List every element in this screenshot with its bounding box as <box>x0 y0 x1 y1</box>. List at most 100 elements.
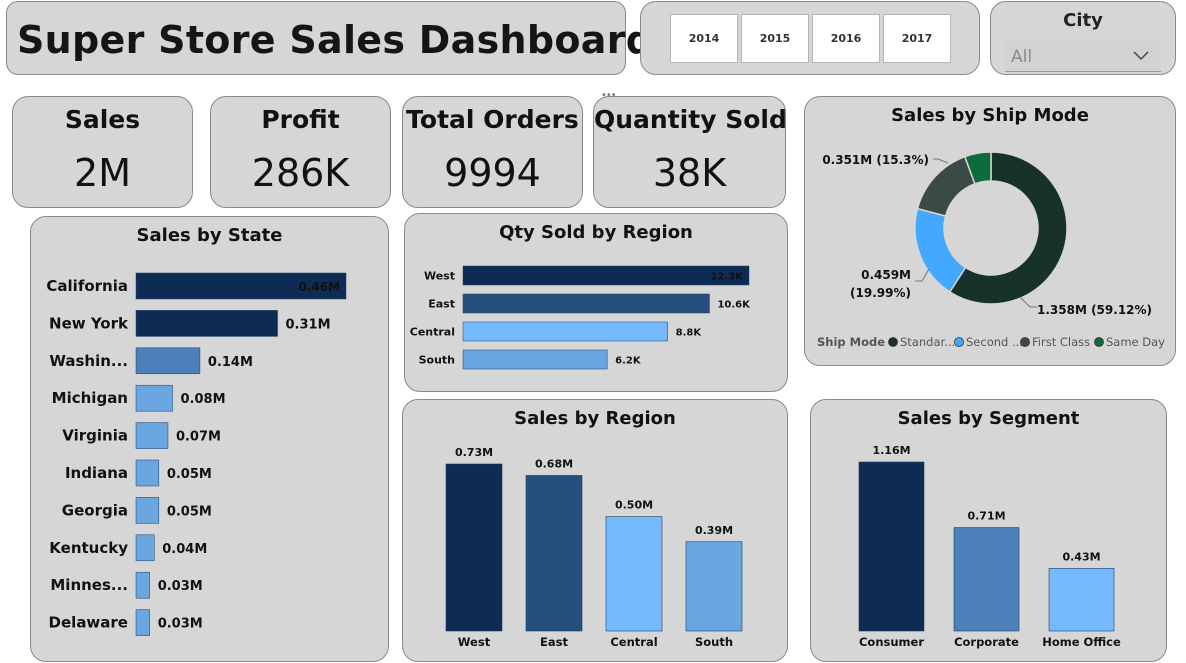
legend-marker <box>1094 337 1104 347</box>
year-button-2016[interactable]: 2016 <box>812 14 880 63</box>
dashboard-title: Super Store Sales Dashboard <box>17 18 654 62</box>
legend-marker <box>888 337 898 347</box>
bar <box>462 265 750 286</box>
category-label: Washin... <box>49 352 128 370</box>
category-label: Kentucky <box>49 539 128 557</box>
bar <box>1048 568 1115 632</box>
category-label: Michigan <box>52 389 128 407</box>
ship-mode-card: Sales by Ship Mode 1.358M (59.12%) 0.459M… <box>804 96 1176 366</box>
category-label: South <box>695 635 733 649</box>
kpi-card-sales: Sales 2M <box>12 96 193 208</box>
data-label: 1.16M <box>872 444 910 457</box>
category-label: South <box>419 354 455 367</box>
category-label: West <box>458 635 491 649</box>
legend-title: Ship Mode <box>817 335 885 349</box>
visual-options-handle[interactable]: ••• <box>601 90 617 101</box>
year-button-2014[interactable]: 2014 <box>670 14 738 63</box>
data-label: (19.99%) <box>850 286 911 300</box>
data-label: 12.3K <box>711 272 745 283</box>
category-label: Consumer <box>859 635 924 649</box>
data-label: 8.8K <box>676 328 703 339</box>
kpi-card-total-orders: Total Orders 9994 <box>402 96 583 208</box>
bar <box>135 497 160 524</box>
leader-line <box>933 158 949 164</box>
bar <box>525 475 583 632</box>
kpi-card-quantity-sold: Quantity Sold 38K <box>593 96 787 208</box>
data-label: 0.46M <box>298 280 340 294</box>
bar <box>685 541 743 632</box>
bar <box>462 293 710 314</box>
category-label: New York <box>49 314 129 332</box>
donut-slice <box>948 151 1068 305</box>
sales-by-state-chart: California 0.46M New York 0.31M Washin... 0.1… <box>46 272 347 636</box>
sales-by-segment-card: Sales by Segment 1.16M Consumer 0.71M Corpo… <box>810 399 1167 662</box>
bar <box>135 609 150 636</box>
data-label: 0.08M <box>181 392 226 407</box>
data-label: 0.39M <box>695 524 733 537</box>
data-label: 1.358M (59.12%) <box>1037 303 1152 317</box>
city-dropdown-value: All <box>1011 47 1033 67</box>
category-label: Georgia <box>62 501 128 519</box>
legend-marker <box>1020 337 1030 347</box>
kpi-value: 9994 <box>444 151 541 195</box>
legend-marker <box>954 337 964 347</box>
bar <box>135 384 173 412</box>
leader-line <box>915 268 930 282</box>
sales-by-state-card: Sales by State California 0.46M New York 0.… <box>30 216 389 662</box>
category-label: California <box>46 277 128 295</box>
category-label: Indiana <box>65 464 128 482</box>
category-label: Corporate <box>954 635 1019 649</box>
kpi-label: Profit <box>261 105 340 134</box>
kpi-card-profit: Profit 286K <box>210 96 391 208</box>
data-label: 0.351M (15.3%) <box>822 153 929 167</box>
year-slicer: 2014 2015 2016 2017 <box>640 1 980 75</box>
bar <box>858 461 925 632</box>
category-label: Delaware <box>49 614 128 632</box>
legend-label: First Class <box>1032 335 1090 349</box>
kpi-label: Sales <box>64 105 141 134</box>
data-label: 6.2K <box>615 356 642 367</box>
chart-title: Sales by Segment <box>897 408 1080 429</box>
bar <box>135 459 160 487</box>
bar <box>462 321 668 342</box>
sales-by-region-card: Sales by Region 0.73M West 0.68M East 0.50M C… <box>402 399 788 662</box>
chart-title: Sales by State <box>136 225 283 246</box>
data-label: 10.6K <box>717 300 751 311</box>
bar <box>462 349 608 370</box>
data-label: 0.50M <box>615 499 653 512</box>
legend-label: Standar... <box>900 335 955 349</box>
year-button-2015[interactable]: 2015 <box>741 14 809 63</box>
data-label: 0.07M <box>176 430 221 445</box>
chevron-down-icon <box>1133 51 1149 61</box>
kpi-value: 38K <box>652 151 727 195</box>
category-label: Central <box>610 635 657 649</box>
category-label: Central <box>410 326 455 339</box>
donut-slice <box>963 151 992 185</box>
bar <box>605 516 663 632</box>
data-label: 0.04M <box>162 542 207 557</box>
bar <box>135 310 278 337</box>
data-label: 0.459M <box>861 268 911 282</box>
year-button-2017[interactable]: 2017 <box>883 14 951 63</box>
data-label: 0.71M <box>967 510 1005 523</box>
data-label: 0.05M <box>167 504 212 519</box>
kpi-label: Quantity Sold <box>594 105 787 134</box>
bar <box>953 527 1020 632</box>
legend-label: Second ... <box>966 335 1023 349</box>
kpi-value: 2M <box>74 151 131 195</box>
kpi-label: Total Orders <box>406 105 579 134</box>
legend-label: Same Day <box>1106 335 1165 349</box>
data-label: 0.05M <box>167 467 212 482</box>
chart-title: Qty Sold by Region <box>499 222 693 243</box>
chart-title: Sales by Region <box>514 408 676 429</box>
category-label: East <box>428 298 455 311</box>
category-label: Minnes... <box>50 576 128 594</box>
category-label: Virginia <box>62 427 128 445</box>
data-label: 0.03M <box>158 579 203 594</box>
data-label: 0.68M <box>535 457 573 470</box>
leader-line <box>1019 296 1037 308</box>
city-slicer-label: City <box>1063 10 1103 31</box>
city-dropdown[interactable]: All <box>1005 40 1161 72</box>
category-label: Home Office <box>1042 635 1121 649</box>
ship-mode-donut-chart: 1.358M (59.12%) 0.459M (19.99%) 0.351M (15.… <box>817 151 1165 349</box>
